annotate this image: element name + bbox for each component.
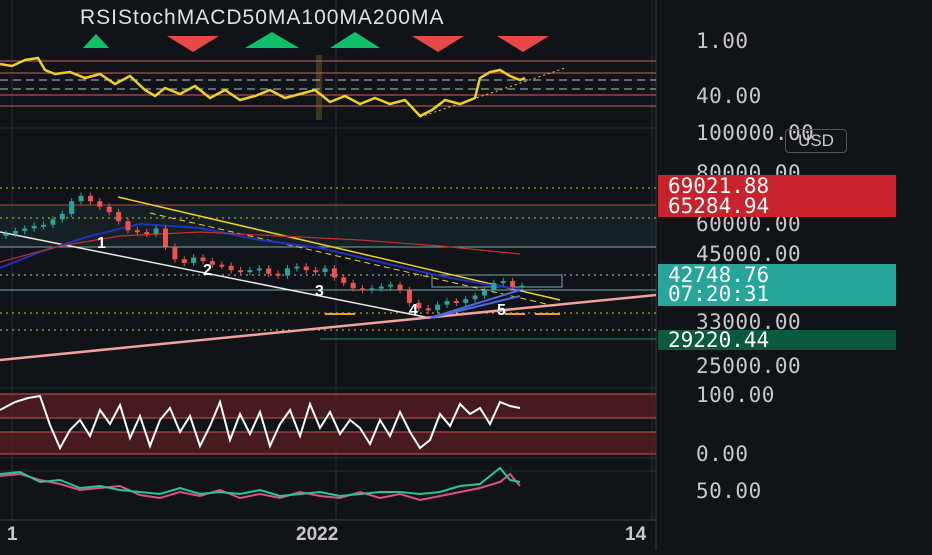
candle-body: [481, 290, 487, 296]
candle-body: [78, 195, 84, 202]
candle-body: [191, 257, 197, 263]
candle-body: [116, 212, 122, 222]
candle-body: [378, 286, 384, 289]
rsi-tick-1: 1.00: [696, 29, 749, 53]
signal-up-2: [245, 32, 299, 48]
stoch-tick-100: 100.00: [696, 383, 775, 407]
candle-body: [31, 225, 37, 229]
candles-group: [3, 192, 525, 314]
price-tick-25000: 25000.00: [696, 354, 802, 378]
candle-body: [463, 299, 469, 303]
candle-body: [125, 221, 131, 231]
resistance-high-tag: 69021.88: [658, 175, 896, 197]
x-tick-1: 1: [7, 524, 18, 545]
candle-body: [106, 206, 112, 213]
candle-body: [510, 281, 516, 287]
indicator-title: RSIStochMACD50MA100MA200MA: [80, 6, 445, 29]
candle-body: [275, 273, 281, 276]
candle-body: [313, 270, 319, 273]
candle-body: [256, 268, 262, 271]
candle-body: [172, 246, 178, 260]
candle-body: [22, 228, 28, 231]
candle-body: [266, 268, 272, 274]
candle-body: [238, 270, 244, 273]
price-tick-45000: 45000.00: [696, 242, 802, 266]
candle-body: [134, 230, 140, 233]
rsi-tick-40: 40.00: [696, 84, 762, 108]
candle-body: [519, 285, 525, 288]
candle-body: [59, 213, 65, 220]
candle-body: [87, 195, 93, 202]
candle-body: [360, 288, 366, 291]
support-tag: 29220.44: [658, 330, 896, 351]
current-price-tag: 42748.76: [658, 264, 896, 287]
stoch-tick-0: 0.00: [696, 442, 749, 466]
candle-body: [144, 232, 150, 235]
signal-down-3: [497, 36, 549, 52]
candle-body: [406, 290, 412, 303]
candle-body: [294, 266, 300, 269]
signal-down-1: [167, 36, 219, 52]
currency-badge[interactable]: USD: [785, 129, 847, 153]
candle-body: [247, 270, 253, 273]
candle-body: [397, 284, 403, 291]
candle-body: [200, 257, 206, 262]
candle-body: [444, 301, 450, 305]
stochastic-pane: [0, 393, 656, 455]
wave-label-1: 1: [97, 235, 106, 252]
candle-body: [12, 230, 18, 234]
candle-body: [303, 266, 309, 271]
signal-up-3: [330, 32, 380, 48]
candle-body: [331, 268, 337, 278]
signal-up-1: [83, 34, 109, 48]
candle-body: [228, 265, 234, 271]
countdown-tag: 07:20:31: [658, 283, 896, 306]
rsi-pane: [0, 32, 656, 120]
candle-body: [435, 304, 441, 311]
x-tick-2022: 2022: [296, 524, 339, 545]
candle-body: [472, 295, 478, 300]
candle-body: [350, 282, 356, 289]
candle-body: [425, 308, 431, 311]
wave-label-4: 4: [409, 302, 418, 319]
rsi-line: [0, 56, 526, 118]
candle-body: [162, 228, 168, 247]
candle-body: [388, 284, 394, 287]
candle-body: [341, 277, 347, 283]
wave-label-3: 3: [315, 283, 324, 300]
candle-body: [97, 201, 103, 207]
candle-body: [453, 301, 459, 304]
x-tick-14: 14: [625, 524, 647, 545]
candle-body: [153, 228, 159, 234]
candle-body: [181, 259, 187, 263]
candle-body: [322, 268, 328, 272]
candle-body: [284, 268, 290, 276]
candle-body: [50, 219, 56, 225]
candle-body: [219, 264, 225, 267]
candle-body: [491, 282, 497, 291]
candle-body: [41, 224, 47, 227]
candle-body: [209, 261, 215, 265]
wave-label-2: 2: [203, 262, 212, 279]
candle-body: [416, 302, 422, 309]
oscillator-pane: [0, 466, 656, 502]
osc-tick-50: 50.00: [696, 479, 762, 503]
price-tick-100000: 100000.00: [696, 121, 815, 145]
candle-body: [3, 233, 9, 236]
resistance-low-tag: 65284.94: [658, 195, 896, 217]
signal-down-2: [412, 36, 464, 52]
candle-body: [500, 281, 506, 284]
price-pane: [0, 187, 657, 362]
wave-label-5: 5: [497, 302, 506, 319]
candle-body: [69, 201, 75, 214]
candle-body: [369, 288, 375, 291]
